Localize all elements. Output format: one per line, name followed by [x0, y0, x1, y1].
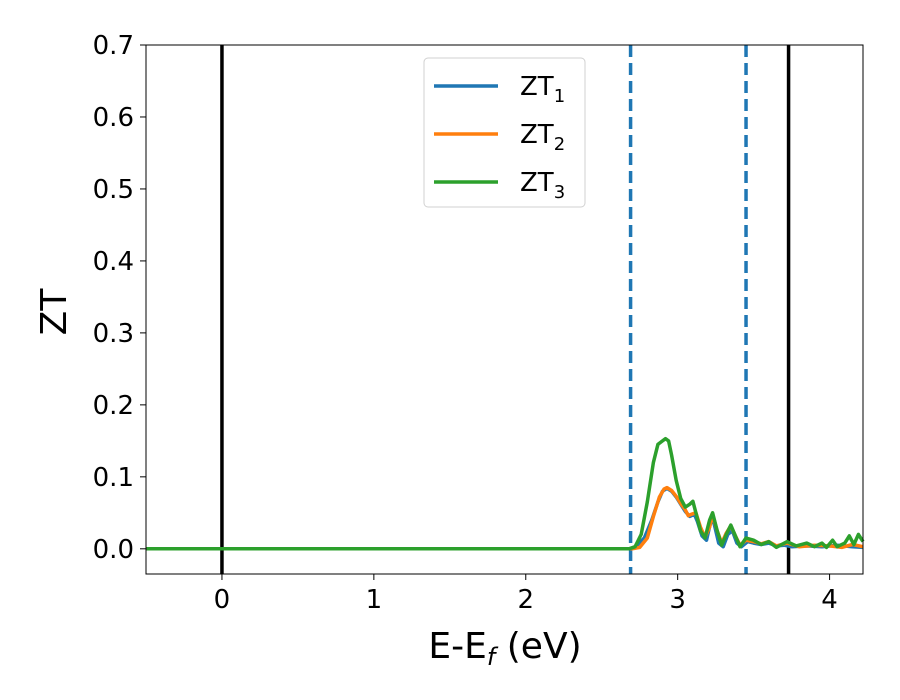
y-tick-label: 0.2	[93, 391, 134, 421]
y-tick-label: 0.0	[93, 535, 134, 565]
x-tick-label: 3	[669, 585, 686, 615]
y-tick-label: 0.4	[93, 247, 134, 277]
legend-label-3: ZT3	[520, 168, 565, 203]
axis-ticks: 0 1 2 3 4 0.0 0.1 0.2 0.3 0.4 0.5 0.6 0.7	[93, 31, 838, 615]
series-line-3	[146, 436, 865, 551]
plot-area	[146, 436, 865, 551]
x-tick-label: 2	[517, 585, 534, 615]
y-tick-label: 0.1	[93, 463, 134, 493]
y-tick-label: 0.7	[93, 31, 134, 61]
legend-frame	[423, 57, 586, 208]
legend: ZT1 ZT2 ZT3	[423, 57, 586, 208]
legend-label-2: ZT2	[520, 120, 565, 155]
y-tick-label: 0.5	[93, 175, 134, 205]
axes-frame	[145, 44, 864, 575]
x-tick-label: 0	[214, 585, 231, 615]
y-tick-label: 0.3	[93, 319, 134, 349]
y-tick-label: 0.6	[93, 103, 134, 133]
x-axis-label: E-Ef (eV)	[428, 626, 581, 671]
reference-lines	[220, 45, 791, 574]
y-axis-label: ZT	[34, 288, 75, 336]
x-tick-label: 1	[366, 585, 383, 615]
x-tick-label: 4	[821, 585, 838, 615]
legend-label-1: ZT1	[520, 72, 565, 107]
